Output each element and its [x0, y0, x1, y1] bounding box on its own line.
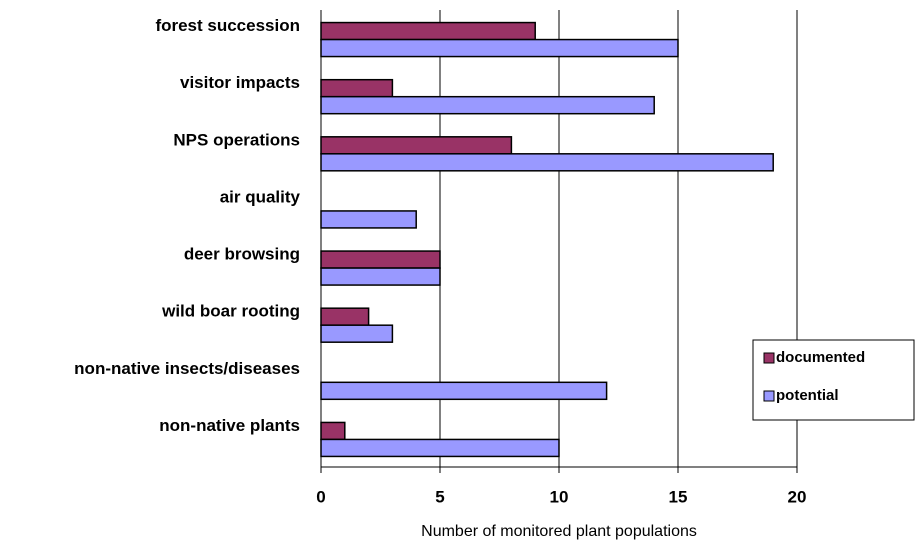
bar: [320, 38, 679, 58]
bar: [320, 324, 394, 343]
bar: [320, 153, 774, 172]
legend-swatch: [763, 352, 775, 364]
bar: [320, 136, 513, 155]
category-label: non-native insects/diseases: [74, 359, 300, 378]
x-tick-label: 0: [316, 487, 325, 506]
category-label: non-native plants: [159, 416, 300, 435]
category-label: deer browsing: [184, 245, 300, 264]
category-label: NPS operations: [173, 130, 300, 149]
category-label: visitor impacts: [180, 73, 300, 92]
bar: [320, 95, 655, 115]
legend-label: potential: [776, 387, 839, 404]
bar: [320, 267, 441, 286]
x-tick-label: 20: [788, 487, 807, 506]
legend-label: documented: [776, 349, 865, 366]
bar: [320, 21, 536, 41]
x-tick-label: 15: [669, 487, 688, 506]
x-tick-label: 10: [550, 487, 569, 506]
category-label: wild boar rooting: [161, 302, 300, 321]
bar: [320, 438, 560, 458]
bar: [320, 381, 608, 401]
x-axis-title: Number of monitored plant populations: [421, 523, 697, 540]
category-label: forest succession: [155, 16, 300, 35]
x-tick-label: 5: [435, 487, 444, 506]
bar: [320, 307, 370, 326]
legend-box: [752, 339, 915, 421]
bar: [320, 421, 346, 441]
bar: [320, 210, 417, 229]
bar: [320, 78, 394, 98]
legend-swatch: [763, 390, 775, 402]
category-label: air quality: [220, 187, 301, 206]
bar: [320, 250, 441, 269]
